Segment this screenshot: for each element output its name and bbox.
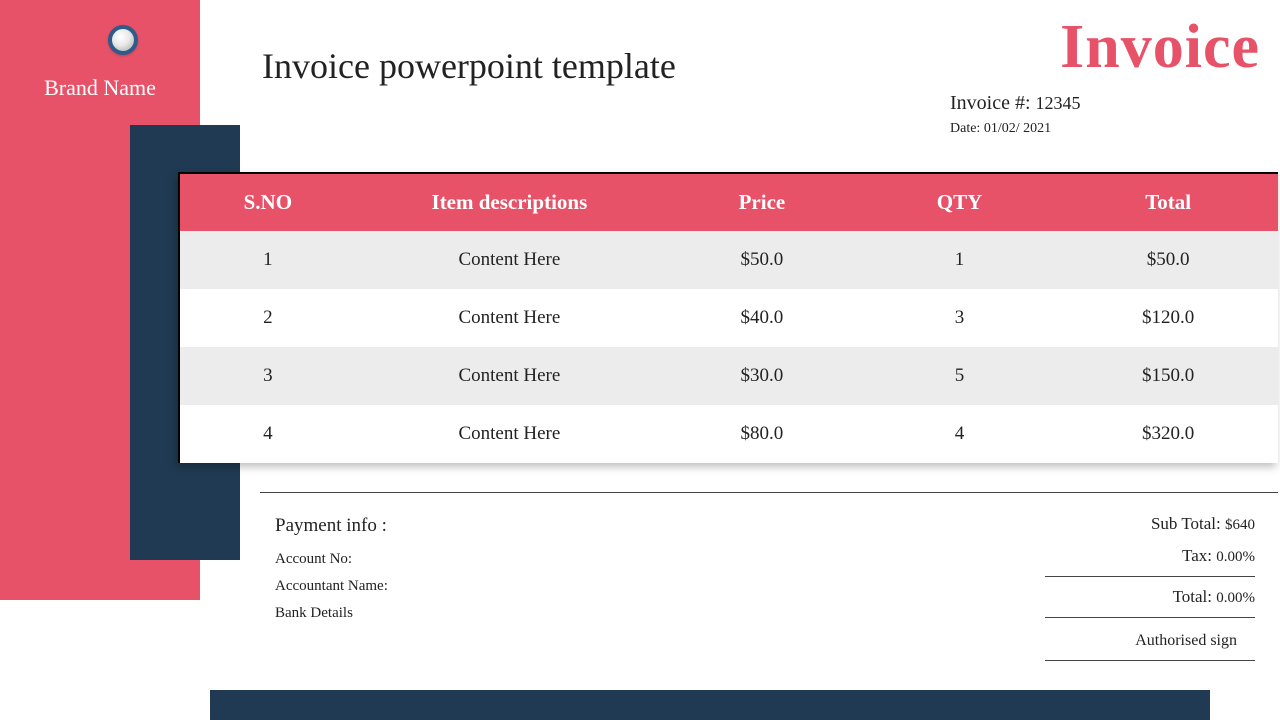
- brand-logo-icon: [108, 25, 138, 55]
- tax-value: 0.00%: [1216, 549, 1255, 565]
- total-value: 0.00%: [1216, 590, 1255, 606]
- table-header-row: S.NO Item descriptions Price QTY Total: [180, 174, 1278, 231]
- brand-name: Brand Name: [0, 75, 200, 101]
- total-label: Total:: [1173, 587, 1212, 606]
- page-title: Invoice powerpoint template: [262, 45, 676, 87]
- sign-line: [1045, 660, 1255, 661]
- subtotal-label: Sub Total:: [1151, 514, 1221, 533]
- cell-sno: 4: [180, 405, 356, 463]
- payment-line: Account No:: [275, 551, 388, 568]
- col-header-qty: QTY: [861, 174, 1059, 231]
- cell-desc: Content Here: [356, 405, 663, 463]
- cell-total: $120.0: [1058, 289, 1278, 347]
- cell-qty: 5: [861, 347, 1059, 405]
- invoice-date-label: Date:: [950, 121, 980, 136]
- table-row: 3 Content Here $30.0 5 $150.0: [180, 347, 1278, 405]
- cell-desc: Content Here: [356, 231, 663, 289]
- totals-block: Sub Total: $640 Tax: 0.00% Total: 0.00% …: [1020, 508, 1255, 665]
- table-row: 2 Content Here $40.0 3 $120.0: [180, 289, 1278, 347]
- divider-below-table: [260, 492, 1278, 493]
- cell-sno: 2: [180, 289, 356, 347]
- tax-label: Tax:: [1182, 546, 1212, 565]
- cell-price: $80.0: [663, 405, 861, 463]
- payment-info-header: Payment info :: [275, 515, 388, 537]
- cell-price: $40.0: [663, 289, 861, 347]
- cell-qty: 4: [861, 405, 1059, 463]
- payment-line: Bank Details: [275, 605, 388, 622]
- invoice-date-value: 01/02/ 2021: [984, 121, 1051, 136]
- subtotal-value: $640: [1225, 517, 1255, 533]
- payment-line: Accountant Name:: [275, 578, 388, 595]
- navy-bottom-bar: [210, 690, 1210, 720]
- col-header-price: Price: [663, 174, 861, 231]
- invoice-number-value: 12345: [1036, 93, 1081, 113]
- invoice-number-label: Invoice #:: [950, 92, 1031, 114]
- invoice-meta: Invoice #: 12345 Date: 01/02/ 2021: [950, 92, 1260, 137]
- table-row: 1 Content Here $50.0 1 $50.0: [180, 231, 1278, 289]
- cell-desc: Content Here: [356, 289, 663, 347]
- invoice-table: S.NO Item descriptions Price QTY Total 1…: [178, 172, 1278, 463]
- payment-info: Payment info : Account No: Accountant Na…: [275, 515, 388, 632]
- totals-divider: [1045, 617, 1255, 618]
- cell-price: $30.0: [663, 347, 861, 405]
- invoice-heading: Invoice: [1060, 12, 1260, 83]
- cell-qty: 3: [861, 289, 1059, 347]
- cell-desc: Content Here: [356, 347, 663, 405]
- cell-qty: 1: [861, 231, 1059, 289]
- cell-sno: 1: [180, 231, 356, 289]
- col-header-total: Total: [1058, 174, 1278, 231]
- authorised-sign-label: Authorised sign: [1020, 622, 1255, 656]
- col-header-desc: Item descriptions: [356, 174, 663, 231]
- cell-total: $50.0: [1058, 231, 1278, 289]
- table-row: 4 Content Here $80.0 4 $320.0: [180, 405, 1278, 463]
- totals-divider: [1045, 576, 1255, 577]
- cell-total: $320.0: [1058, 405, 1278, 463]
- cell-sno: 3: [180, 347, 356, 405]
- col-header-sno: S.NO: [180, 174, 356, 231]
- cell-total: $150.0: [1058, 347, 1278, 405]
- cell-price: $50.0: [663, 231, 861, 289]
